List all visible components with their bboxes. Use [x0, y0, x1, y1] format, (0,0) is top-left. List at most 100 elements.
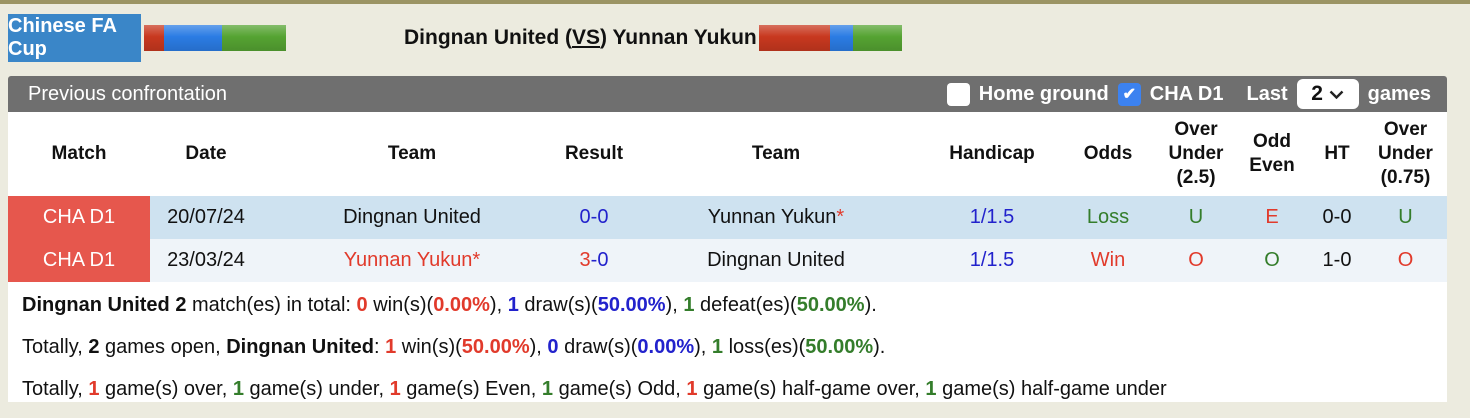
cell-text: O	[1397, 249, 1414, 271]
summary-text: ).	[864, 294, 877, 316]
match-title: Dingnan United (VS) Yunnan Yukun	[404, 26, 757, 50]
table-cell: O	[1234, 239, 1310, 282]
table-cell: 23/03/24	[150, 239, 262, 282]
column-header: Handicap	[926, 112, 1058, 196]
match-header: Chinese FA Cup Dingnan United (VS) Yunna…	[0, 4, 1470, 72]
cell-text: 0-0	[1322, 206, 1352, 228]
home-ground-label: Home ground	[978, 82, 1109, 105]
summary-text: ),	[665, 294, 684, 316]
cell-text: -0	[590, 249, 609, 271]
away-results-bar	[758, 25, 902, 51]
summary-text: 1	[507, 294, 519, 316]
summary-text: games open,	[99, 336, 227, 358]
table-cell: Loss	[1058, 196, 1158, 239]
table-cell: 1/1.5	[926, 196, 1058, 239]
bar-segment-red	[758, 25, 830, 51]
column-header: Date	[150, 112, 262, 196]
panel-body: Match Date Team Result Team Handicap Odds Over …	[8, 112, 1447, 402]
table-row: CHA D1 23/03/24 Yunnan Yukun* 3-0 Dingnan Un…	[8, 239, 1447, 282]
summary-text: draw(s)(	[518, 294, 598, 316]
summary-text: draw(s)(	[558, 336, 638, 358]
match-title-post: ) Yunnan Yukun	[600, 26, 757, 49]
home-results-bar	[144, 25, 286, 51]
table-cell: E	[1234, 196, 1310, 239]
column-header: Over Under (2.5)	[1158, 112, 1234, 196]
table-cell: U	[1158, 196, 1234, 239]
summary-line: Dingnan United 2 match(es) in total: 0 w…	[22, 284, 1447, 326]
summary-text: ),	[489, 294, 508, 316]
table-cell: 0-0	[562, 196, 626, 239]
league-filter-label: CHA D1	[1149, 82, 1224, 105]
summary-text: win(s)(	[367, 294, 434, 316]
table-header-row: Match Date Team Result Team Handicap Odds Over …	[8, 112, 1447, 196]
summary-text: 1	[925, 378, 937, 400]
cell-text: 1/1.5	[969, 206, 1015, 228]
cell-text: 1/1.5	[969, 249, 1015, 271]
confrontation-table: Match Date Team Result Team Handicap Odds Over …	[8, 112, 1447, 282]
summary-text: 50.00%	[461, 336, 530, 358]
table-cell: 0-0	[1310, 196, 1364, 239]
summary-text: Totally,	[22, 336, 89, 358]
summary-text: 0.00%	[433, 294, 490, 316]
bar-segment-red	[144, 25, 164, 51]
cell-text: *	[836, 206, 845, 228]
league-filter-checkbox[interactable]: ✔	[1117, 82, 1141, 106]
cell-text: E	[1265, 206, 1279, 228]
summary-text: 0	[356, 294, 368, 316]
summary-text: 50.00%	[805, 336, 874, 358]
column-header: Team	[626, 112, 926, 196]
panel-title: Previous confrontation	[28, 82, 228, 105]
league-name-box: Chinese FA Cup	[8, 14, 141, 62]
summary-text: 1	[686, 378, 698, 400]
last-games-value: 2	[1311, 82, 1323, 105]
games-label: games	[1367, 82, 1431, 105]
summary-text: 0.00%	[637, 336, 695, 358]
last-games-select[interactable]: 2	[1296, 79, 1359, 109]
home-ground-checkbox[interactable]	[946, 82, 970, 106]
summary-text: loss(es)(	[723, 336, 806, 358]
table-cell: Dingnan United	[626, 239, 926, 282]
column-header: Over Under (0.75)	[1364, 112, 1447, 196]
cell-text: Yunnan Yukun	[707, 206, 837, 228]
cell-text: 23/03/24	[167, 249, 245, 271]
bar-segment-blue	[164, 25, 222, 51]
summary-text: :	[373, 336, 386, 358]
cell-text: 0-0	[579, 206, 609, 228]
table-cell: O	[1158, 239, 1234, 282]
table-cell: 20/07/24	[150, 196, 262, 239]
last-label: Last	[1246, 82, 1288, 105]
table-cell: O	[1364, 239, 1447, 282]
column-header: Result	[562, 112, 626, 196]
column-header: HT	[1310, 112, 1364, 196]
filter-controls: Home ground ✔ CHA D1 Last 2 games	[946, 79, 1447, 109]
column-header: Odd Even	[1234, 112, 1310, 196]
league-badge: CHA D1	[8, 239, 150, 282]
summary-text: 2	[88, 336, 100, 358]
previous-confrontation-panel: Previous confrontation Home ground ✔ CHA…	[8, 76, 1447, 402]
match-title-pre: Dingnan United (	[404, 26, 572, 49]
summary-text: 1	[711, 336, 724, 358]
table-cell: 1/1.5	[926, 239, 1058, 282]
table-cell: Win	[1058, 239, 1158, 282]
summary-text: ),	[694, 336, 712, 358]
bar-segment-green	[222, 25, 286, 51]
cell-text: 3	[579, 249, 591, 271]
summary-text: ),	[529, 336, 548, 358]
bar-segment-blue	[829, 25, 853, 51]
summary-text: 50.00%	[796, 294, 865, 316]
cell-text: Dingnan United	[707, 249, 845, 271]
checkmark-icon: ✔	[1122, 86, 1136, 103]
vs-label: VS	[571, 26, 600, 49]
summary-text: 1	[389, 378, 401, 400]
summary-line: Totally, 2 games open, Dingnan United: 1…	[22, 326, 1447, 368]
summary-text: 1	[232, 378, 244, 400]
cell-text: Win	[1090, 249, 1126, 271]
table-cell: 1-0	[1310, 239, 1364, 282]
summary-text: 0	[547, 336, 559, 358]
cell-text: O	[1264, 249, 1280, 271]
column-header: Match	[8, 112, 150, 196]
cell-text: O	[1188, 249, 1204, 271]
summary-text: ).	[873, 336, 886, 358]
summary-text: game(s) Odd,	[553, 378, 687, 400]
table-row: CHA D1 20/07/24 Dingnan United 0-0 Yunnan Yu…	[8, 196, 1447, 239]
